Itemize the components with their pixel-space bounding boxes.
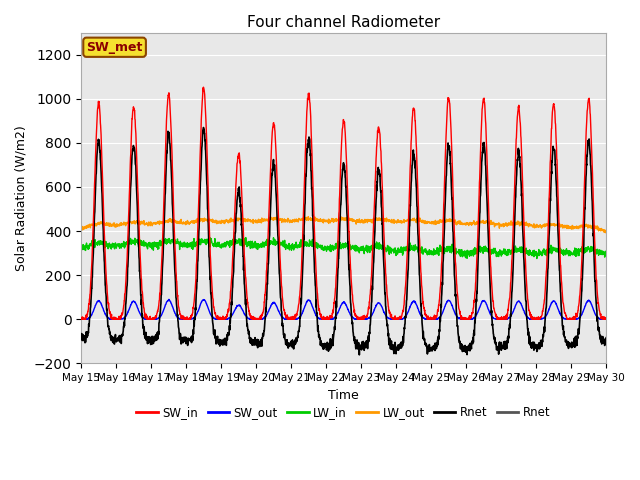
Y-axis label: Solar Radiation (W/m2): Solar Radiation (W/m2) <box>15 125 28 271</box>
Legend: SW_in, SW_out, LW_in, LW_out, Rnet, Rnet: SW_in, SW_out, LW_in, LW_out, Rnet, Rnet <box>132 401 556 424</box>
Text: SW_met: SW_met <box>86 41 143 54</box>
Title: Four channel Radiometer: Four channel Radiometer <box>247 15 440 30</box>
X-axis label: Time: Time <box>328 389 359 402</box>
